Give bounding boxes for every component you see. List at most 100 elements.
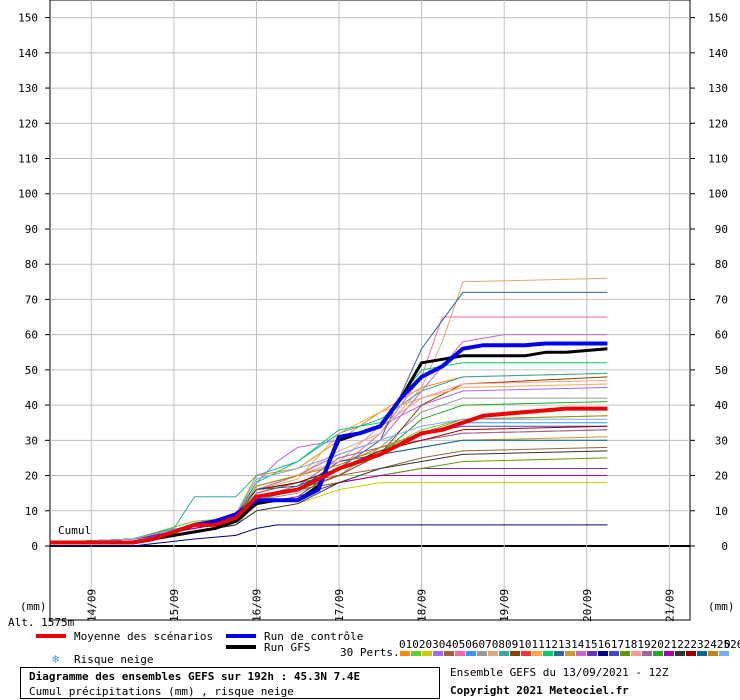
y-tick-label-right: 10 (715, 505, 728, 518)
y-tick-label-left: 70 (25, 293, 38, 306)
altitude-label: Alt. 1575m (8, 616, 75, 629)
pert-color-swatch (686, 651, 696, 656)
pert-color-swatch (708, 651, 718, 656)
y-tick-label-left: 150 (18, 12, 38, 25)
pert-color-swatch (543, 651, 553, 656)
pert-color-swatch (455, 651, 465, 656)
y-tick-label-right: 0 (721, 540, 728, 553)
pert-color-swatch (609, 651, 619, 656)
x-tick-label: 21/09 (663, 589, 676, 622)
legend-perts-label: 30 Perts. (340, 646, 400, 659)
ensemble-member-line (49, 475, 608, 543)
y-tick-label-right: 40 (715, 399, 728, 412)
chart-grid (49, 0, 691, 621)
x-tick-label: 14/09 (85, 589, 98, 622)
legend-control-label: Run de contrôle (264, 630, 363, 643)
pert-color-swatch (642, 651, 652, 656)
ensemble-member-line (49, 439, 608, 543)
pert-color-swatch (433, 651, 443, 656)
ensemble-member-line (49, 418, 608, 543)
ensemble-member-line (50, 524, 608, 547)
y-tick-label-left: 100 (18, 188, 38, 201)
y-axis-ticks: 0 0 10 10 20 20 30 30 40 40 50 50 60 60 70 70 80 80 90 90 10… (18, 12, 728, 553)
y-tick-label-left: 140 (18, 47, 38, 60)
copyright: Copyright 2021 Meteociel.fr (450, 684, 629, 697)
legend-mean-swatch (36, 634, 66, 638)
x-tick-label: 17/09 (333, 589, 346, 622)
pert-color-swatch (576, 651, 586, 656)
pert-color-swatch (477, 651, 487, 656)
y-tick-label-right: 80 (715, 258, 728, 271)
series-line (50, 341, 608, 545)
x-axis-ticks: 14/09 15/09 16/09 17/09 18/09 19/09 20/09 21/09 (85, 589, 676, 622)
pert-color-swatch (466, 651, 476, 656)
y-unit-right: (mm) (708, 600, 735, 613)
y-tick-label-left: 110 (18, 153, 38, 166)
y-tick-label-left: 10 (25, 505, 38, 518)
y-tick-label-left: 50 (25, 364, 38, 377)
y-tick-label-left: 90 (25, 223, 38, 236)
y-tick-label-left: 80 (25, 258, 38, 271)
run-info: Ensemble GEFS du 13/09/2021 - 12Z (450, 666, 669, 679)
y-tick-label-right: 60 (715, 329, 728, 342)
chart-title: Diagramme des ensembles GEFS sur 192h : … (29, 670, 361, 683)
ensemble-member-line (49, 457, 608, 543)
pert-color-swatch (598, 651, 608, 656)
y-tick-label-left: 30 (25, 434, 38, 447)
pert-color-swatch (631, 651, 641, 656)
pert-color-swatch (444, 651, 454, 656)
legend-perts-last: 0 (724, 638, 731, 651)
legend-mean-label: Moyenne des scénarios (74, 630, 213, 643)
pert-color-swatch (422, 651, 432, 656)
plot-frame (49, 0, 691, 621)
y-tick-label-right: 30 (715, 434, 728, 447)
pert-color-swatch (499, 651, 509, 656)
x-tick-label: 18/09 (416, 589, 429, 622)
ensemble-member-line (50, 482, 608, 543)
pert-color-swatch (664, 651, 674, 656)
y-tick-label-left: 20 (25, 470, 38, 483)
pert-color-swatch (719, 651, 729, 656)
series-line (50, 347, 608, 544)
y-tick-label-right: 90 (715, 223, 728, 236)
y-tick-label-left: 120 (18, 117, 38, 130)
y-tick-label-left: 130 (18, 82, 38, 95)
ensemble-member-line (49, 372, 608, 543)
chart-subtitle: Cumul précipitations (mm) , risque neige (29, 685, 294, 698)
legend-gfs-label: Run GFS (264, 641, 310, 654)
x-tick-label: 20/09 (581, 589, 594, 622)
y-tick-label-right: 100 (708, 188, 728, 201)
ensemble-member-line (49, 316, 608, 543)
y-tick-label-right: 150 (708, 12, 728, 25)
pert-color-swatch (532, 651, 542, 656)
legend-gfs-swatch (226, 645, 256, 649)
y-tick-label-left: 0 (31, 540, 38, 553)
pert-color-swatch (554, 651, 564, 656)
pert-color-swatch (675, 651, 685, 656)
legend-perts-numbers: 0102030405060708091011121314151617181920… (399, 638, 740, 651)
cumul-label: Cumul (58, 524, 91, 537)
x-tick-label: 15/09 (168, 589, 181, 622)
y-tick-label-right: 50 (715, 364, 728, 377)
pert-color-swatch (488, 651, 498, 656)
pert-color-swatch (587, 651, 597, 656)
y-tick-label-left: 40 (25, 399, 38, 412)
series-line (50, 406, 608, 545)
legend-perts-colors (400, 651, 729, 656)
y-tick-label-right: 70 (715, 293, 728, 306)
pert-color-swatch (400, 651, 410, 656)
chart-title-box: Diagramme des ensembles GEFS sur 192h : … (20, 667, 440, 699)
pert-color-swatch (620, 651, 630, 656)
pert-color-swatch (510, 651, 520, 656)
y-tick-label-left: 60 (25, 329, 38, 342)
legend-control-swatch (226, 634, 256, 638)
pert-color-swatch (521, 651, 531, 656)
y-tick-label-right: 130 (708, 82, 728, 95)
y-tick-label-right: 20 (715, 470, 728, 483)
legend-snow-label: Risque neige (74, 653, 153, 666)
x-tick-label: 16/09 (250, 589, 263, 622)
y-tick-label-right: 120 (708, 117, 728, 130)
y-tick-label-right: 140 (708, 47, 728, 60)
x-tick-label: 19/09 (498, 589, 511, 622)
